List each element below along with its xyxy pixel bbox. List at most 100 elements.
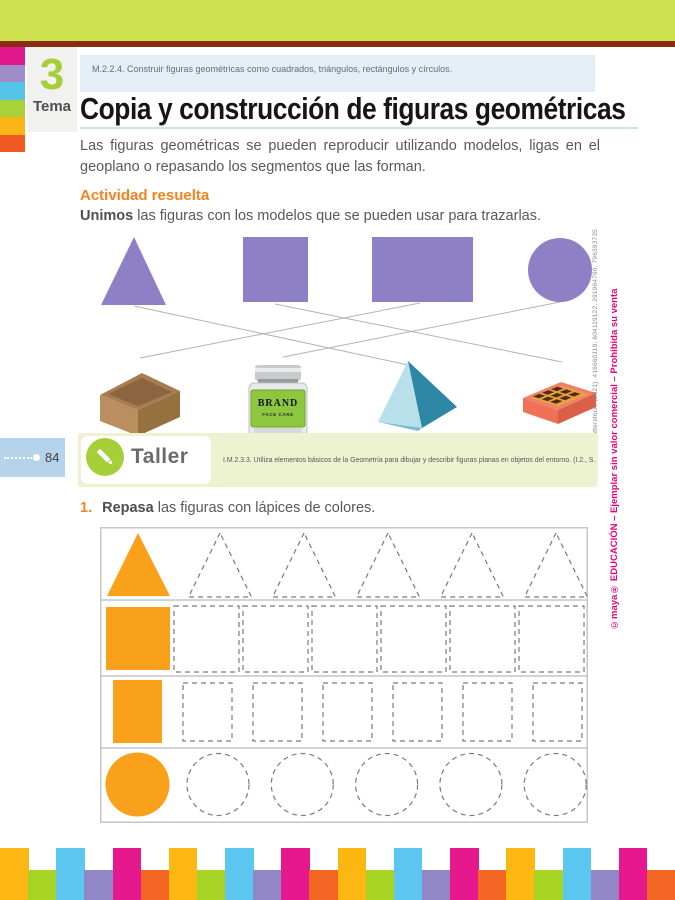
leader-dot [33, 454, 40, 461]
exercise-number: 1. [80, 500, 93, 516]
color-bar [0, 848, 29, 900]
trace-outline [439, 752, 503, 817]
top-banner [0, 0, 675, 41]
figure-circle [528, 238, 592, 302]
trace-outline [252, 682, 303, 742]
curriculum-standard-text: M.2.2.4. Construir figuras geométricas c… [92, 64, 453, 74]
trace-outline [271, 531, 337, 598]
activity-instruction: Unimos las figuras con los modelos que s… [80, 208, 542, 224]
chocolate [542, 390, 555, 395]
color-bar [168, 848, 198, 900]
color-bar [450, 848, 479, 900]
chocolate [550, 393, 563, 398]
topic-label: Tema [32, 98, 72, 115]
trace-outline [355, 531, 421, 598]
matching-activity: BRAND FACE CARE [100, 237, 596, 437]
leader-dots [4, 456, 32, 459]
connection-line [133, 305, 414, 367]
jar-line-text: FACE CARE [262, 412, 293, 417]
trace-outline [322, 682, 373, 742]
color-bar [562, 848, 592, 900]
object-pyramid [378, 361, 457, 431]
trace-outline [523, 531, 588, 598]
figure-square [243, 237, 308, 302]
title-underline [80, 127, 638, 129]
chocolate [568, 392, 581, 397]
model-circle [105, 752, 170, 817]
color-bar [253, 870, 282, 900]
trace-outline [182, 682, 233, 742]
trace-outline [355, 752, 419, 817]
color-bar [618, 848, 648, 900]
chocolate [533, 393, 546, 399]
topic-number: 3 [39, 50, 65, 99]
trace-outline [449, 605, 516, 673]
color-bar [590, 870, 620, 900]
chocolate [550, 399, 563, 404]
trace-outline [523, 752, 587, 817]
object-chocolate-box [523, 382, 596, 424]
connection-line [282, 301, 561, 358]
exercise-instruction: 1. Repasa las figuras con lápices de colo… [80, 500, 376, 516]
trace-outline [462, 682, 513, 742]
color-bar [421, 870, 451, 900]
topic-color-square [0, 134, 25, 152]
pencil-icon [86, 438, 124, 476]
page-number: 84 [45, 450, 60, 465]
connection-line [274, 303, 563, 363]
trace-outline [270, 752, 334, 817]
topic-box: 3 Tema [27, 47, 77, 132]
topic-color-square [0, 99, 25, 117]
object-cream-jar: BRAND FACE CARE [248, 365, 308, 437]
chocolate [559, 395, 572, 401]
jar-brand-text: BRAND [258, 398, 299, 409]
trace-outline [380, 605, 447, 673]
trace-outline [186, 752, 250, 817]
intro-paragraph: Las figuras geométricas se pueden reprod… [80, 138, 600, 175]
color-bar [365, 870, 395, 900]
color-bar [534, 870, 563, 900]
chocolate [559, 389, 572, 394]
color-bar [309, 870, 338, 900]
trace-outline [518, 605, 585, 673]
connection-line [139, 302, 421, 359]
photo-credit: Shutterstock, (2021). 416660119, 6041191… [592, 229, 599, 444]
color-bar [478, 870, 507, 900]
figure-rectangle [372, 237, 473, 302]
trace-outline [242, 605, 309, 673]
topic-color-square [0, 64, 25, 82]
color-bar [337, 848, 367, 900]
page-title: Copia y construcción de figuras geométri… [80, 91, 626, 126]
color-bar [196, 870, 226, 900]
model-square [106, 607, 170, 670]
color-bar [28, 870, 57, 900]
color-bar [84, 870, 113, 900]
trace-outline [532, 682, 583, 742]
tracing-worksheet-grid [100, 527, 588, 823]
object-cardboard-box [100, 373, 180, 436]
trace-outline [392, 682, 443, 742]
figure-triangle [101, 237, 166, 305]
model-rectangle [113, 680, 162, 743]
color-bar [225, 848, 254, 900]
chocolate [551, 386, 564, 392]
topic-color-squares [0, 47, 25, 152]
taller-label: Taller [131, 445, 189, 468]
color-bar [281, 848, 310, 900]
bottom-color-bars [0, 848, 675, 900]
trace-outline [439, 531, 505, 598]
chocolate [541, 396, 554, 402]
taller-standard: I.M.2.3.3. Utiliza elementos básicos de … [223, 456, 595, 464]
taller-strip: Taller I.M.2.3.3. Utiliza elementos bási… [78, 433, 598, 487]
color-bar [506, 848, 535, 900]
grid-border [100, 527, 588, 823]
color-bar [646, 870, 675, 900]
activity-heading: Actividad resuelta [80, 187, 210, 204]
topic-color-square [0, 47, 25, 65]
page-number-tab: 84 [0, 438, 65, 477]
trace-outline [187, 531, 253, 598]
model-triangle [107, 533, 170, 596]
color-bar [112, 848, 142, 900]
top-rule-bar [0, 41, 675, 47]
color-bar [140, 870, 170, 900]
